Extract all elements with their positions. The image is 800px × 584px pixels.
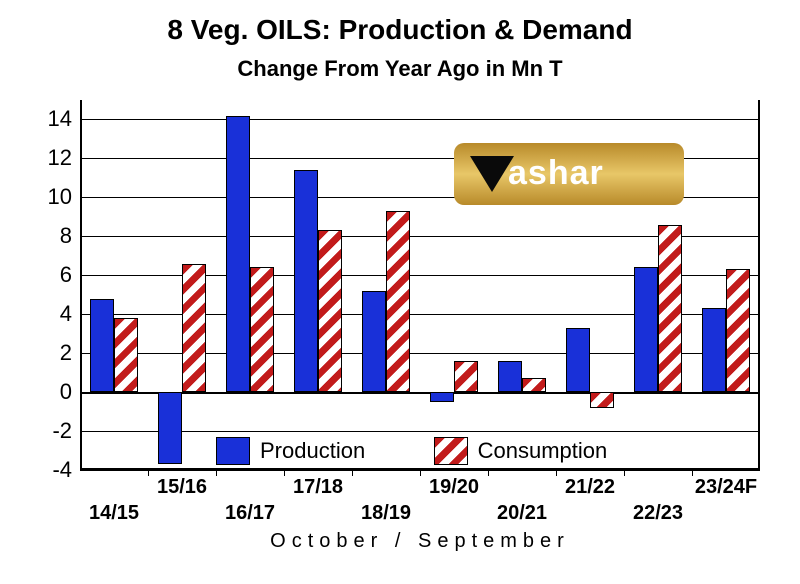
ytick-label: 0 <box>60 379 80 405</box>
legend-key-consumption <box>434 437 468 465</box>
chart-subtitle: Change From Year Ago in Mn T <box>0 56 800 82</box>
bar-consumption <box>318 230 342 392</box>
ytick-label: 12 <box>48 145 80 171</box>
bar-consumption <box>522 378 546 392</box>
plot-area: -4-20246810121414/1515/1616/1717/1818/19… <box>80 100 760 470</box>
gridline <box>80 431 760 432</box>
bar-consumption <box>250 267 274 392</box>
logo-text: ashar <box>508 154 604 193</box>
bar-production <box>90 299 114 392</box>
bar-production <box>566 328 590 392</box>
bar-consumption <box>658 225 682 392</box>
ytick-label: 6 <box>60 262 80 288</box>
bar-production <box>430 392 454 402</box>
legend-label-consumption: Consumption <box>478 438 608 464</box>
bar-consumption <box>182 264 206 393</box>
chart-container: 8 Veg. OILS: Production & Demand Change … <box>0 0 800 584</box>
bar-production <box>498 361 522 392</box>
bar-consumption <box>726 269 750 392</box>
bar-production <box>294 170 318 392</box>
chart-title: 8 Veg. OILS: Production & Demand <box>0 14 800 46</box>
bar-production <box>158 392 182 464</box>
ytick-label: 10 <box>48 184 80 210</box>
ytick-label: 4 <box>60 301 80 327</box>
bar-production <box>362 291 386 392</box>
brand-logo: ashar <box>454 143 684 205</box>
ytick-label: 8 <box>60 223 80 249</box>
bar-consumption <box>454 361 478 392</box>
ytick-label: 14 <box>48 106 80 132</box>
ytick-label: -2 <box>52 418 80 444</box>
xaxis-title: October / September <box>80 470 760 553</box>
ytick-label: -4 <box>52 457 80 483</box>
bar-production <box>634 267 658 392</box>
legend-key-production <box>216 437 250 465</box>
gridline <box>80 119 760 120</box>
bar-production <box>226 116 250 393</box>
bar-consumption <box>590 392 614 408</box>
ytick-label: 2 <box>60 340 80 366</box>
bar-consumption <box>386 211 410 392</box>
bar-production <box>702 308 726 392</box>
bar-consumption <box>114 318 138 392</box>
legend-label-production: Production <box>260 438 365 464</box>
